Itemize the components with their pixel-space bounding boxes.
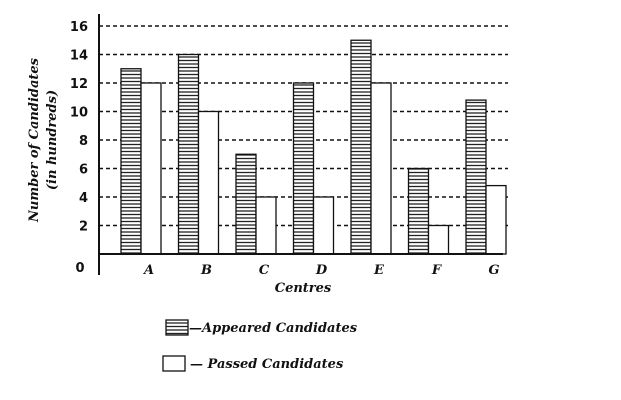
bar-appeared-g — [465, 99, 487, 255]
legend-label-passed: — Passed Candidates — [190, 357, 344, 372]
legend-swatch-appeared — [165, 319, 189, 336]
y-tick-label: 8 — [79, 134, 88, 149]
bar-passed-f — [427, 224, 450, 255]
origin-label: 0 — [75, 261, 84, 276]
x-tick-labels: A B C D E F G — [142, 263, 500, 278]
y-axis-subtitle: (in hundreds) — [45, 90, 60, 190]
axes: 0 — [75, 14, 503, 276]
x-tick-label: D — [315, 263, 328, 278]
bar-passed-c — [255, 196, 277, 255]
bar-appeared-c — [235, 153, 257, 255]
bar-appeared-f — [407, 167, 430, 255]
y-tick-labels: 2 4 6 8 10 12 14 16 — [70, 20, 88, 235]
y-tick-label: 10 — [70, 106, 88, 121]
y-tick-label: 14 — [70, 49, 88, 64]
x-tick-label: B — [200, 263, 212, 278]
x-tick-label: E — [373, 263, 385, 278]
legend-item-appeared: —Appeared Candidates — [165, 319, 358, 336]
bar-appeared-b — [177, 53, 200, 255]
bar-passed-e — [370, 82, 392, 255]
bar-passed-d — [312, 196, 335, 255]
x-tick-label: G — [488, 263, 499, 278]
x-tick-label: C — [259, 263, 270, 278]
y-tick-label: 6 — [79, 163, 88, 178]
legend-label-appeared: —Appeared Candidates — [189, 321, 358, 336]
y-tick-label: 4 — [79, 191, 88, 206]
bar-passed-g — [485, 184, 507, 255]
bar-passed-b — [197, 110, 220, 255]
x-tick-label: A — [142, 263, 154, 278]
x-tick-label: F — [431, 263, 442, 278]
legend-item-passed: — Passed Candidates — [162, 355, 344, 372]
legend-swatch-passed — [162, 355, 186, 372]
bar-appeared-e — [350, 39, 372, 255]
legend: —Appeared Candidates — Passed Candidates — [162, 319, 358, 372]
bar-passed-a — [140, 82, 162, 255]
y-tick-label: 16 — [70, 20, 88, 35]
y-tick-label: 2 — [79, 220, 88, 235]
bars — [120, 39, 507, 255]
bar-appeared-d — [292, 82, 315, 255]
bar-appeared-a — [120, 68, 142, 255]
y-axis-title: Number of Candidates — [27, 57, 42, 223]
y-tick-label: 12 — [70, 77, 88, 92]
x-axis-title: Centres — [275, 281, 332, 296]
